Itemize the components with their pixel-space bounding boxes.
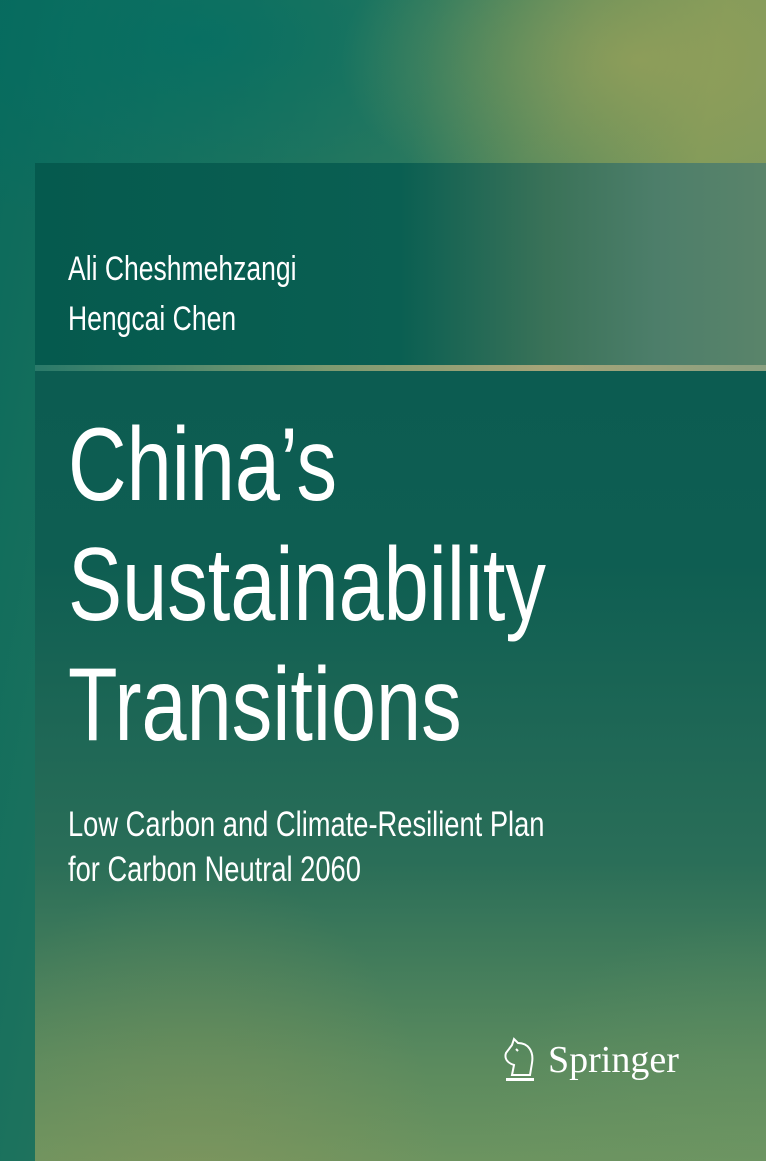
title-line-1: China’s bbox=[68, 407, 338, 523]
chess-knight-icon bbox=[504, 1037, 534, 1081]
author-1: Ali Cheshmehzangi bbox=[68, 250, 297, 288]
title-line-2: Sustainability bbox=[68, 527, 546, 643]
publisher-name: Springer bbox=[548, 1039, 679, 1081]
title-line-3: Transitions bbox=[68, 647, 462, 763]
publisher-logo: Springer bbox=[500, 1035, 679, 1085]
subtitle-line-1: Low Carbon and Climate-Resilient Plan bbox=[68, 805, 545, 844]
divider-rule bbox=[35, 365, 766, 371]
authors-box bbox=[35, 163, 766, 365]
subtitle-line-2: for Carbon Neutral 2060 bbox=[68, 850, 361, 889]
author-2: Hengcai Chen bbox=[68, 300, 237, 338]
